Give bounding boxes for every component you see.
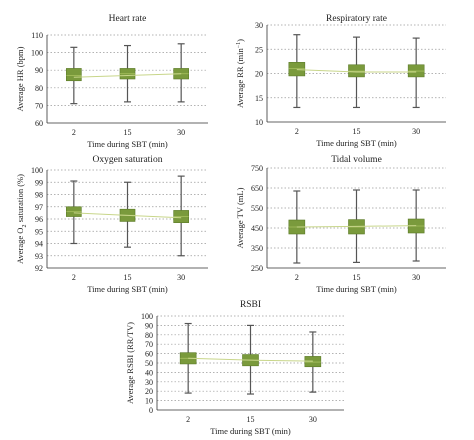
y-tick-label: 110 [31,31,43,40]
x-tick-label: 15 [247,415,255,424]
y-tick-label: 70 [35,101,43,110]
trend-line [296,69,417,73]
y-tick-label: 97 [35,203,43,212]
chart-title: Tidal volume [331,155,382,165]
y-tick-label: 100 [141,312,153,321]
x-tick-label: 15 [124,128,132,137]
y-axis-label: Average TV (mL) [235,187,245,248]
chart-panel-3: 92 93 94 95 96 97 98 99 100 2 15 30 Oxygen saturatio… [15,155,208,294]
x-tick-label: 2 [72,273,76,282]
chart-panel-2: 10 15 20 25 30 2 15 30 Respiratory rate Time duri… [235,14,446,148]
trend-line [188,357,313,362]
y-tick-label: 350 [251,244,263,253]
y-axis-label: Average RSBI (RR/TV) [125,322,135,404]
x-axis-label: Time during SBT (min) [87,139,168,149]
y-tick-label: 20 [145,387,153,396]
x-tick-label: 30 [177,273,185,282]
y-tick-label: 60 [35,119,43,128]
x-tick-label: 15 [353,127,361,136]
y-tick-label: 100 [31,166,43,175]
chart-title: Heart rate [109,14,147,24]
chart-title: RSBI [240,300,261,310]
y-tick-label: 30 [255,21,263,30]
y-tick-label: 750 [251,164,263,173]
chart-title: Oxygen saturation [93,155,163,165]
y-tick-label: 20 [255,70,263,79]
y-tick-label: 15 [255,94,263,103]
y-tick-label: 70 [145,340,153,349]
x-tick-label: 2 [295,273,299,282]
y-tick-label: 650 [251,184,263,193]
y-tick-label: 100 [31,49,43,58]
y-tick-label: 450 [251,224,263,233]
y-tick-label: 80 [35,84,43,93]
x-tick-label: 2 [186,415,190,424]
x-tick-label: 30 [412,127,420,136]
trend-line [73,73,182,78]
x-tick-label: 2 [295,127,299,136]
chart-panel-1: 60 70 80 90 100 110 2 15 30 Heart rate Time during… [15,14,208,149]
y-tick-label: 80 [145,331,153,340]
y-tick-label: 94 [35,240,43,249]
box [66,68,82,82]
box [304,356,322,368]
chart-panel-4: 250 350 450 550 650 750 2 15 30 Tidal volume Time … [235,155,446,294]
trend-line [296,225,417,228]
x-tick-label: 30 [412,273,420,282]
x-tick-label: 30 [177,128,185,137]
y-tick-label: 95 [35,227,43,236]
y-tick-label: 25 [255,45,263,54]
y-tick-label: 50 [145,359,153,368]
y-axis-label: Average O2 saturation (%) [15,174,28,264]
y-tick-label: 92 [35,264,43,273]
y-tick-label: 60 [145,350,153,359]
y-tick-label: 0 [149,406,153,415]
trend-line [73,212,182,219]
y-axis-label: Average HR (bpm) [15,46,25,111]
y-tick-label: 250 [251,264,263,273]
y-tick-label: 93 [35,252,43,261]
y-tick-label: 96 [35,215,43,224]
x-tick-label: 2 [72,128,76,137]
y-tick-label: 98 [35,191,43,200]
x-axis-label: Time during SBT (min) [316,284,397,294]
x-axis-label: Time during SBT (min) [316,138,397,148]
y-tick-label: 40 [145,368,153,377]
x-tick-label: 15 [353,273,361,282]
y-tick-label: 10 [145,397,153,406]
y-tick-label: 550 [251,204,263,213]
x-tick-label: 30 [309,415,317,424]
y-tick-label: 10 [255,118,263,127]
x-tick-label: 15 [124,273,132,282]
box [288,62,306,77]
x-axis-label: Time during SBT (min) [210,426,291,436]
y-tick-label: 30 [145,378,153,387]
x-axis-label: Time during SBT (min) [87,284,168,294]
y-tick-label: 90 [35,66,43,75]
y-tick-label: 90 [145,321,153,330]
chart-title: Respiratory rate [326,14,387,24]
y-tick-label: 99 [35,178,43,187]
y-axis-label: Average RR (min−1) [235,39,245,108]
